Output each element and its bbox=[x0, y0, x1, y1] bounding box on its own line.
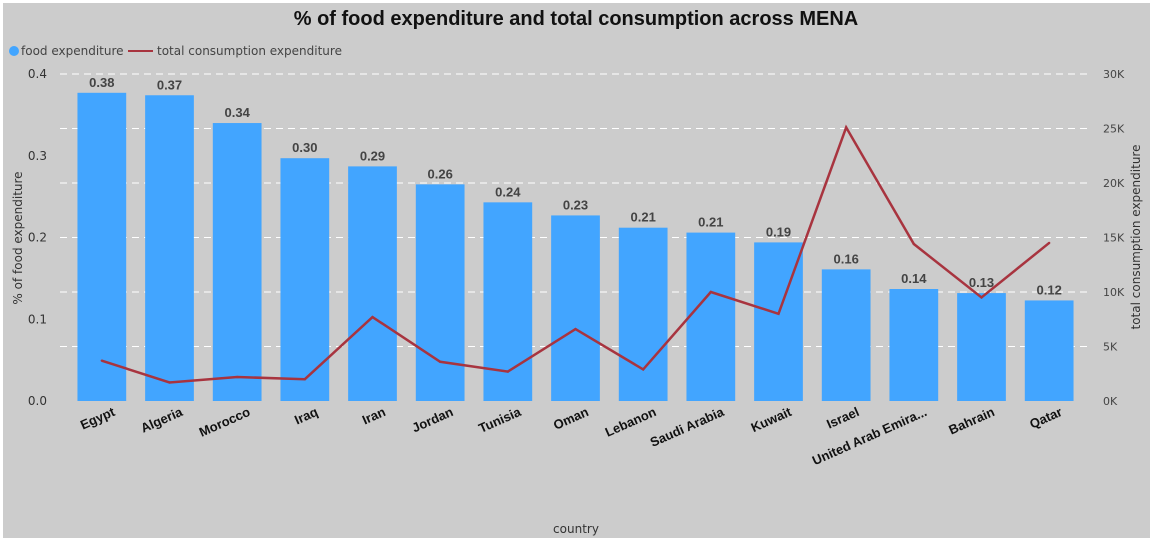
line-point[interactable] bbox=[371, 315, 374, 319]
bar-data-label: 0.29 bbox=[360, 148, 385, 163]
legend-label-food-expenditure[interactable]: food expenditure bbox=[21, 44, 124, 58]
bar[interactable] bbox=[957, 293, 1006, 401]
line-point[interactable] bbox=[641, 368, 645, 371]
bar-data-label: 0.23 bbox=[563, 197, 588, 212]
bar-data-label: 0.24 bbox=[495, 184, 521, 199]
bar-data-label: 0.14 bbox=[901, 271, 927, 286]
line-point[interactable] bbox=[574, 327, 577, 331]
line-point[interactable] bbox=[980, 296, 983, 299]
bar[interactable] bbox=[821, 269, 871, 401]
y-tick-label: 0.0 bbox=[28, 394, 47, 408]
line-point[interactable] bbox=[912, 242, 916, 246]
bar[interactable] bbox=[889, 289, 939, 401]
bar-data-label: 0.19 bbox=[766, 224, 791, 239]
y-tick-label: 0.1 bbox=[28, 312, 47, 326]
y2-tick-label: 10K bbox=[1103, 286, 1125, 299]
bar[interactable] bbox=[618, 227, 668, 401]
bar[interactable] bbox=[348, 166, 397, 401]
y-axis-title-left: % of food expenditure bbox=[11, 171, 25, 304]
line-point[interactable] bbox=[235, 375, 239, 379]
y2-tick-label: 25K bbox=[1103, 123, 1125, 136]
bar[interactable] bbox=[212, 123, 262, 402]
y-tick-label: 0.4 bbox=[28, 67, 47, 81]
bar[interactable] bbox=[551, 215, 600, 401]
bar[interactable] bbox=[1024, 300, 1074, 401]
y-tick-label: 0.3 bbox=[28, 149, 47, 163]
bar[interactable] bbox=[280, 158, 330, 401]
y2-tick-label: 15K bbox=[1103, 232, 1125, 245]
chart-title: % of food expenditure and total consumpt… bbox=[294, 8, 858, 30]
line-point[interactable] bbox=[168, 381, 171, 384]
bar-data-label: 0.12 bbox=[1037, 282, 1062, 297]
y2-tick-label: 0K bbox=[1103, 395, 1118, 408]
bar[interactable] bbox=[686, 232, 736, 401]
line-point[interactable] bbox=[100, 359, 104, 362]
bar[interactable] bbox=[77, 92, 127, 402]
x-axis-title: country bbox=[553, 522, 599, 536]
legend-label-total-consumption[interactable]: total consumption expenditure bbox=[157, 44, 342, 58]
y2-tick-label: 5K bbox=[1103, 341, 1118, 354]
bar-data-label: 0.34 bbox=[225, 105, 251, 120]
bar-data-label: 0.37 bbox=[157, 77, 182, 92]
line-point[interactable] bbox=[709, 290, 713, 294]
line-point[interactable] bbox=[506, 370, 510, 373]
data-labels: 0.38 0.37 0.34 0.30 0.29 0.26 0.24 0.23 0.21 0.21… bbox=[89, 75, 1062, 298]
y-axis-title-right: total consumption expenditure bbox=[1129, 145, 1143, 330]
line-point[interactable] bbox=[844, 126, 848, 129]
bar-data-label: 0.16 bbox=[834, 251, 859, 266]
y-axis-left: 0.0 0.1 0.2 0.3 0.4 bbox=[28, 67, 47, 408]
bar-data-label: 0.13 bbox=[969, 275, 994, 290]
bar-data-label: 0.21 bbox=[698, 215, 723, 230]
y-tick-label: 0.2 bbox=[28, 231, 47, 245]
bar-data-label: 0.38 bbox=[89, 75, 114, 90]
legend-swatch-food-expenditure[interactable] bbox=[9, 46, 19, 56]
bar[interactable] bbox=[483, 202, 533, 401]
y2-tick-label: 30K bbox=[1103, 68, 1125, 81]
bar-data-label: 0.26 bbox=[428, 166, 453, 181]
bar-data-label: 0.21 bbox=[631, 210, 656, 225]
line-point[interactable] bbox=[1047, 241, 1051, 245]
line-point[interactable] bbox=[777, 312, 780, 315]
bar-data-label: 0.30 bbox=[292, 140, 317, 155]
bar[interactable] bbox=[145, 95, 194, 401]
line-point[interactable] bbox=[438, 360, 442, 363]
bar[interactable] bbox=[415, 184, 465, 401]
y2-tick-label: 20K bbox=[1103, 177, 1125, 190]
y-axis-right: 0K 5K 10K 15K 20K 25K 30K bbox=[1103, 68, 1125, 408]
line-series bbox=[100, 124, 1051, 384]
legend: food expenditure total consumption expen… bbox=[9, 44, 342, 58]
line-point[interactable] bbox=[303, 378, 307, 381]
